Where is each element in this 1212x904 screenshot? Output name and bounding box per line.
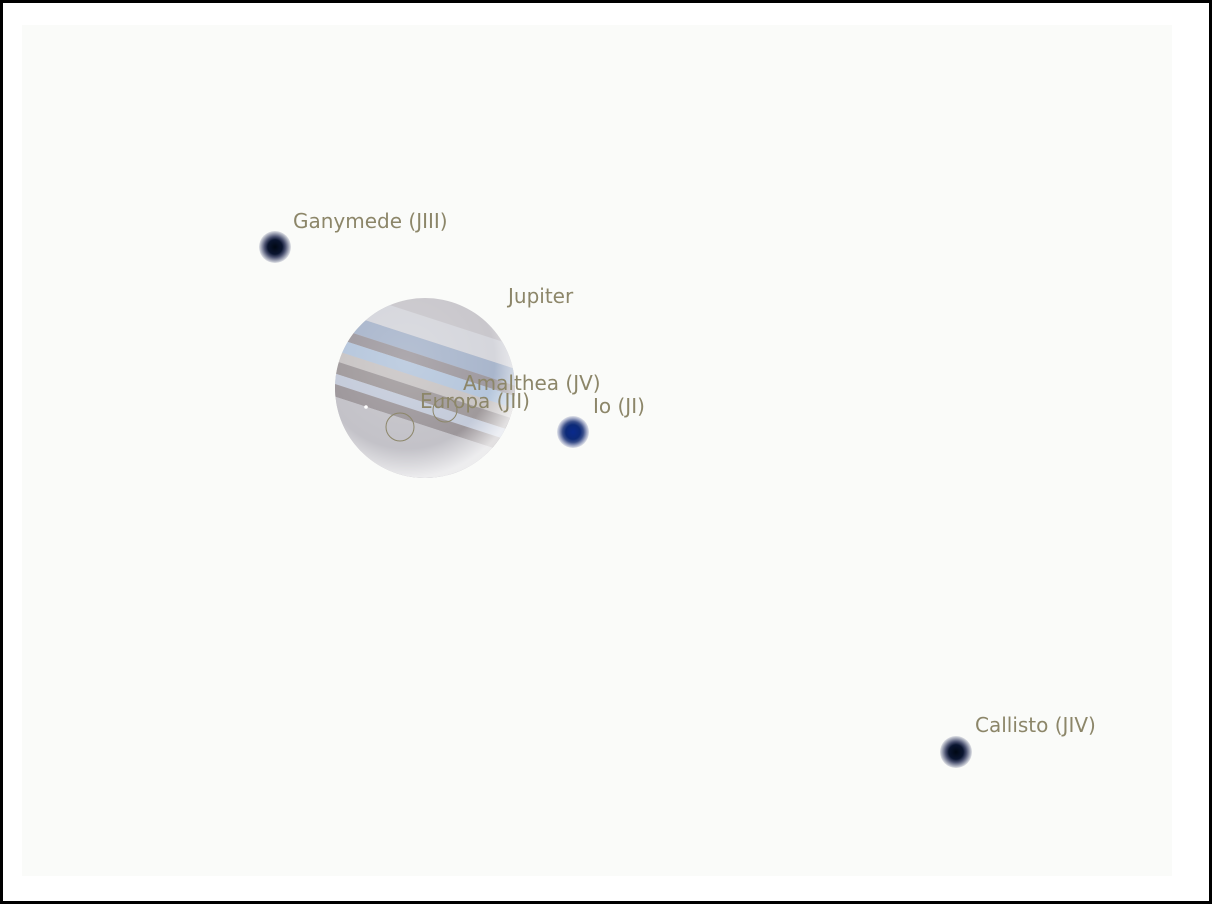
object-label: Io (JI) [593,394,645,418]
moon-marker [259,231,291,263]
sky [22,25,1172,876]
moon-marker [940,736,972,768]
object-label: Jupiter [506,284,574,308]
object-label: Callisto (JIV) [975,713,1096,737]
object-label: Amalthea (JV) [463,371,601,395]
moon-marker [557,416,589,448]
sky-view: Ganymede (JIII) Jupiter Europa (JII) Ama… [0,0,1212,904]
object-label: Ganymede (JIII) [293,209,448,233]
